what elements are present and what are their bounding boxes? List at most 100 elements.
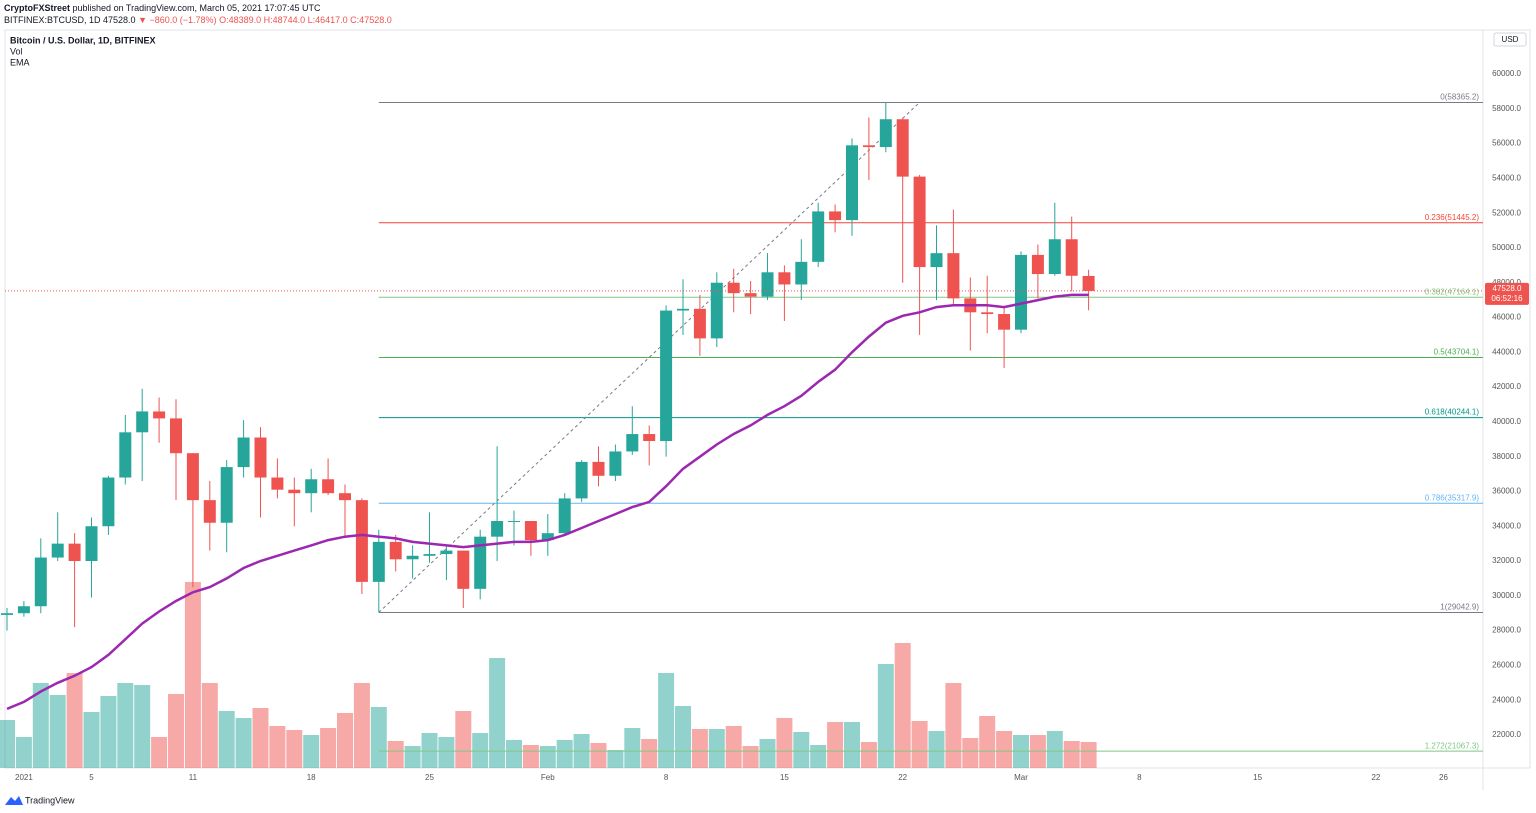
fib-label: 0.382(47164.1) [1425, 287, 1480, 296]
symbol: BITFINEX:BTCUSD, 1D [4, 15, 101, 25]
x-tick-label: 26 [1439, 773, 1448, 782]
candle-body [693, 308, 706, 339]
candle-body [879, 119, 892, 148]
candle-body [34, 557, 47, 607]
candle-body [795, 261, 808, 285]
y-tick-label: 46000.0 [1492, 313, 1521, 322]
volume-bar [962, 738, 979, 768]
candle-body [68, 543, 81, 562]
frame [4, 29, 1531, 769]
candle-body [508, 521, 520, 523]
volume-bar [201, 683, 218, 768]
volume-bar [877, 664, 894, 768]
y-tick-label: 58000.0 [1492, 104, 1521, 113]
volume-bar [539, 746, 556, 768]
brand-logo [5, 796, 23, 805]
candle-body [812, 211, 825, 262]
x-tick-label: 8 [664, 773, 669, 782]
candle-body [440, 550, 453, 555]
y-tick-label: 38000.0 [1492, 452, 1521, 461]
last: 47528.0 [103, 15, 136, 25]
y-tick-label: 24000.0 [1492, 695, 1521, 704]
candle-body [609, 451, 622, 476]
candle-body [102, 477, 115, 527]
publish-line: CryptoFXStreet published on TradingView.… [4, 2, 392, 14]
y-tick-label: 32000.0 [1492, 556, 1521, 565]
volume-bar [776, 718, 793, 768]
indicator: Vol [10, 46, 23, 56]
candle-body [947, 253, 960, 299]
brand: TradingView [5, 795, 75, 805]
x-tick-label: 18 [307, 773, 316, 782]
volume-bar [235, 718, 252, 768]
candle-body [170, 418, 182, 454]
volume-bar [928, 731, 945, 768]
candle-body [305, 479, 318, 494]
volume-bar [303, 735, 320, 768]
candle-body [1031, 254, 1044, 275]
candle-body [592, 461, 605, 476]
y-tick-label: 44000.0 [1492, 347, 1521, 356]
currency-box[interactable] [1493, 32, 1527, 47]
volume-bar [945, 683, 962, 768]
brand-name: TradingView [25, 795, 75, 805]
y-tick-label: 56000.0 [1492, 139, 1521, 148]
volume-bar [827, 722, 844, 768]
candle-body [423, 554, 436, 556]
x-tick-label: 2021 [15, 773, 33, 782]
volume-bar [472, 733, 489, 768]
x-tick-label: 15 [780, 773, 789, 782]
y-tick-label: 28000.0 [1492, 626, 1521, 635]
ema-line [6, 293, 1089, 711]
y-tick-label: 26000.0 [1492, 660, 1521, 669]
candle-body [389, 541, 402, 560]
volume-bar [894, 643, 911, 768]
candle-body [153, 411, 166, 419]
candle-body [457, 550, 470, 589]
volume-bar [759, 739, 776, 768]
candle-body [829, 211, 842, 221]
volume-bar [607, 750, 624, 768]
y-tick-label: 48000.0 [1492, 278, 1521, 287]
volume-bar [353, 683, 370, 768]
y-tick-label: 30000.0 [1492, 591, 1521, 600]
x-tick-label: 22 [1371, 773, 1380, 782]
candle-body [660, 310, 673, 442]
chart-title: Bitcoin / U.S. Dollar, 1D, BITFINEX [10, 35, 156, 45]
candle-body [474, 536, 487, 589]
volume-bar [641, 739, 658, 768]
fib-label: 1.272(21067.3) [1425, 741, 1480, 750]
candle-body [896, 119, 909, 177]
volume-bar [100, 696, 117, 768]
volume-bar [252, 708, 269, 768]
volume-bar [979, 716, 996, 768]
volume-bar [590, 743, 607, 768]
candle-body [372, 541, 385, 582]
volume-bar [337, 713, 353, 768]
y-tick-label: 52000.0 [1492, 208, 1521, 217]
volume-bar [522, 745, 539, 768]
candle-body [1015, 254, 1027, 330]
fib-trend-line [378, 102, 920, 613]
last-price-label: 47528.0 [1493, 284, 1522, 293]
currency[interactable]: USD [1502, 35, 1519, 44]
candle-body [288, 489, 301, 494]
fib-label: 1(29042.9) [1440, 603, 1479, 612]
x-tick-label: 5 [89, 773, 94, 782]
volume-bar [725, 726, 742, 768]
y-tick-label: 36000.0 [1492, 487, 1521, 496]
volume-bar [844, 722, 860, 768]
volume-bar [370, 707, 387, 768]
volume-bar [269, 726, 286, 768]
volume-bar [286, 730, 303, 768]
volume-bar [860, 742, 877, 768]
volume-bar [438, 737, 455, 768]
fib-retracement: 0(58365.2) 0.236(51445.2) 0.382(47164.1) 0.… [378, 93, 1483, 752]
volume-bar [996, 731, 1013, 768]
candle-body [220, 467, 233, 523]
candle-body [322, 479, 335, 494]
x-tick-label: Feb [541, 773, 555, 782]
volume-bar [1046, 731, 1063, 768]
fib-label: 0.5(43704.1) [1434, 348, 1480, 357]
x-tick-label: 22 [898, 773, 907, 782]
